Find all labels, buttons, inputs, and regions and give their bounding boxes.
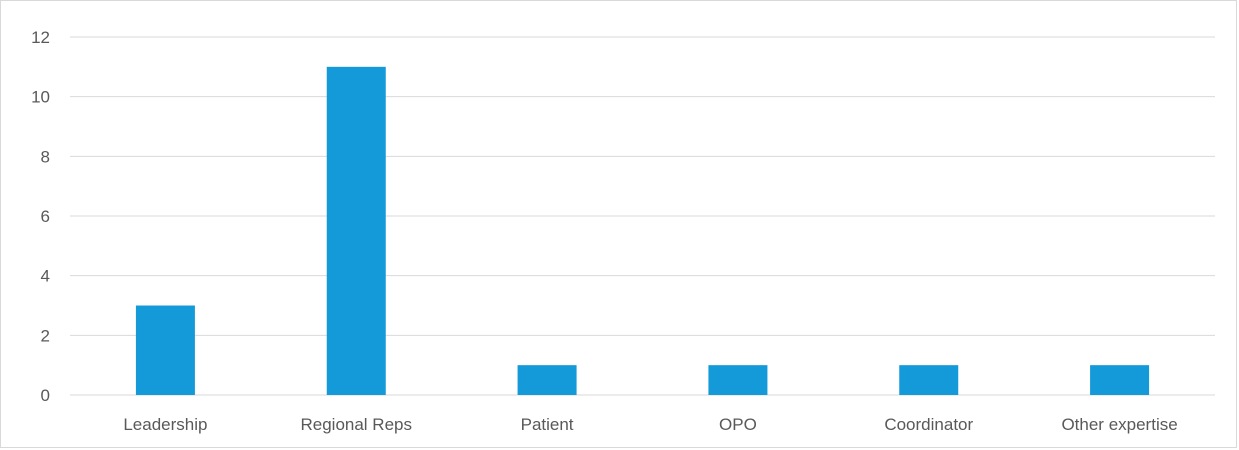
x-tick-label: Other expertise	[1061, 415, 1177, 434]
x-axis-tick-labels: Leadership Regional Reps Patient OPO Coordin…	[123, 415, 1177, 434]
x-tick-label: Regional Reps	[300, 415, 412, 434]
bar-regional-reps	[326, 66, 386, 395]
bar-coordinator	[899, 365, 959, 395]
y-tick-label: 8	[41, 147, 50, 166]
y-tick-label: 12	[31, 28, 50, 47]
y-tick-label: 0	[41, 386, 50, 405]
gridlines	[70, 36, 1215, 396]
bar-patient	[517, 365, 577, 395]
y-tick-label: 6	[41, 207, 50, 226]
y-tick-label: 2	[41, 326, 50, 345]
x-tick-label: Coordinator	[884, 415, 973, 434]
x-tick-label: Leadership	[123, 415, 207, 434]
x-tick-label: OPO	[719, 415, 757, 434]
x-tick-label: Patient	[521, 415, 574, 434]
bar-opo	[708, 365, 768, 395]
bar-other-expertise	[1090, 365, 1150, 395]
y-tick-label: 10	[31, 88, 50, 107]
y-tick-label: 4	[41, 267, 50, 286]
bars	[135, 66, 1150, 395]
y-axis-tick-labels: 0 2 4 6 8 10 12	[31, 28, 50, 405]
bar-leadership	[135, 305, 195, 395]
